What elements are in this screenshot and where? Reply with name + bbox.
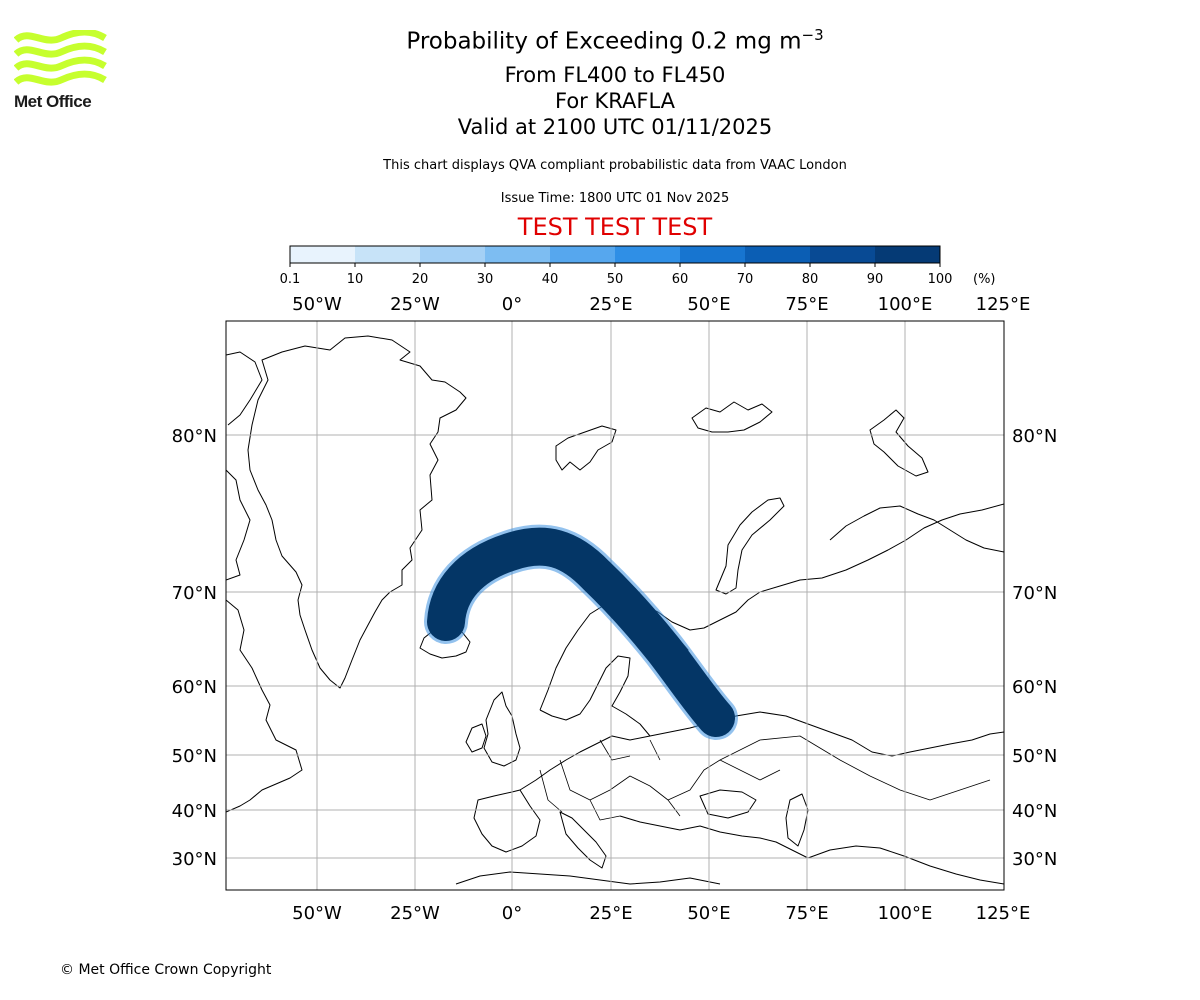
longitude-label: 100°E — [878, 294, 933, 315]
coastline-greenland — [247, 335, 467, 689]
latitude-label-left: 60°N — [172, 677, 217, 698]
latitude-label-left: 80°N — [172, 426, 217, 447]
valid-time: Valid at 2100 UTC 01/11/2025 — [457, 115, 773, 139]
latitude-label-left: 70°N — [172, 583, 217, 604]
longitude-label: 25°E — [589, 903, 632, 924]
colorbar-tick-label: 30 — [477, 272, 494, 287]
colorbar-swatch — [355, 246, 421, 263]
coastline-europe-north — [519, 711, 1004, 791]
longitude-label: 25°W — [390, 903, 440, 924]
map-border — [225, 320, 1005, 891]
coastline-middle-east — [807, 845, 1004, 885]
latitude-label-right: 50°N — [1012, 746, 1057, 767]
colorbar-swatch — [875, 246, 941, 263]
met-office-logo-waves-icon — [13, 28, 107, 86]
longitude-label: 25°E — [589, 294, 632, 315]
coastline-labrador — [226, 599, 303, 813]
latitude-label-right: 70°N — [1012, 583, 1057, 604]
longitude-label: 25°W — [390, 294, 440, 315]
colorbar-swatch — [745, 246, 811, 263]
chart-title: Probability of Exceeding 0.2 mg m−3 — [230, 26, 1000, 55]
logo-text: Met Office — [14, 92, 92, 111]
colorbar-unit: (%) — [973, 272, 996, 287]
longitude-label: 125°E — [976, 903, 1031, 924]
longitude-label: 50°E — [687, 294, 730, 315]
title-main: Probability of Exceeding 0.2 mg m — [406, 28, 802, 55]
longitude-label: 75°E — [785, 903, 828, 924]
longitude-label: 0° — [502, 903, 522, 924]
coastline-novaya-zemlya — [715, 497, 785, 595]
coastline-svalbard — [555, 425, 617, 471]
coastline-franz-josef — [691, 401, 773, 433]
data-source-note: This chart displays QVA compliant probab… — [383, 158, 847, 173]
coastline-mediterranean-south — [455, 871, 721, 885]
title-superscript: −3 — [801, 26, 824, 44]
ash-plume-core — [427, 527, 735, 737]
test-banner: TEST TEST TEST — [517, 213, 713, 241]
longitude-label: 125°E — [976, 294, 1031, 315]
coastline-taymyr — [829, 505, 1004, 553]
ash-plume — [424, 524, 738, 740]
longitude-labels: 50°W 50°W 25°W 25°W 0° 0° 25°E 25°E 50°E 50°E 75°E… — [292, 294, 1030, 924]
colorbar-tick-label: 80 — [802, 272, 819, 287]
coastline-black-sea — [699, 789, 757, 819]
colorbar-tick-label: 10 — [347, 272, 364, 287]
flight-levels: From FL400 to FL450 — [504, 63, 726, 87]
latitude-label-left: 40°N — [172, 801, 217, 822]
graticule — [226, 321, 1004, 890]
coastline-canada-arctic — [226, 351, 263, 426]
longitude-label: 50°W — [292, 903, 342, 924]
colorbar-swatch — [420, 246, 486, 263]
coastline-british-isles — [483, 691, 521, 767]
latitude-label-right: 60°N — [1012, 677, 1057, 698]
colorbar-tick-label: 70 — [737, 272, 754, 287]
colorbar-swatch — [615, 246, 681, 263]
colorbar-swatch — [810, 246, 876, 263]
colorbar-tick-label: 90 — [867, 272, 884, 287]
latitude-label-right: 40°N — [1012, 801, 1057, 822]
longitude-label: 50°W — [292, 294, 342, 315]
colorbar-swatch — [485, 246, 551, 263]
latitude-labels: 80°N 80°N 70°N 70°N 60°N 60°N 50°N 50°N 40°N 40°N… — [172, 426, 1058, 870]
colorbar-swatch — [550, 246, 616, 263]
coastline-caspian — [785, 793, 809, 847]
met-office-logo: Met Office — [13, 28, 108, 112]
borders-europe — [539, 735, 991, 821]
coastline-baffin — [226, 469, 251, 581]
issue-time: Issue Time: 1800 UTC 01 Nov 2025 — [500, 191, 730, 206]
latitude-label-left: 50°N — [172, 746, 217, 767]
colorbar: 0.1 10 20 30 40 50 60 70 80 90 100 (%) — [280, 245, 996, 287]
latitude-label-right: 30°N — [1012, 849, 1057, 870]
coastline-italy — [559, 811, 607, 869]
latitude-label-right: 80°N — [1012, 426, 1057, 447]
longitude-label: 100°E — [878, 903, 933, 924]
colorbar-tick-label: 50 — [607, 272, 624, 287]
copyright-footer: © Met Office Crown Copyright — [60, 962, 272, 978]
map-frame: 50°W 50°W 25°W 25°W 0° 0° 25°E 25°E 50°E 50°E 75°E… — [172, 294, 1058, 924]
colorbar-tick-label: 0.1 — [280, 272, 301, 287]
coastline-ireland — [465, 723, 487, 753]
latitude-label-left: 30°N — [172, 849, 217, 870]
longitude-label: 75°E — [785, 294, 828, 315]
colorbar-tick-label: 40 — [542, 272, 559, 287]
coastline-scandinavia — [539, 503, 1004, 711]
coastline-severnaya-zemlya — [869, 409, 929, 477]
colorbar-tick-label: 60 — [672, 272, 689, 287]
coastline-norway-west — [539, 655, 651, 737]
volcano-name: For KRAFLA — [555, 89, 675, 113]
longitude-label: 0° — [502, 294, 522, 315]
coastlines — [226, 335, 1004, 885]
colorbar-tick-label: 20 — [412, 272, 429, 287]
colorbar-swatch — [680, 246, 746, 263]
colorbar-swatch — [290, 246, 356, 263]
coastline-balkans-turkey — [619, 815, 809, 859]
longitude-label: 50°E — [687, 903, 730, 924]
colorbar-tick-label: 100 — [928, 272, 953, 287]
